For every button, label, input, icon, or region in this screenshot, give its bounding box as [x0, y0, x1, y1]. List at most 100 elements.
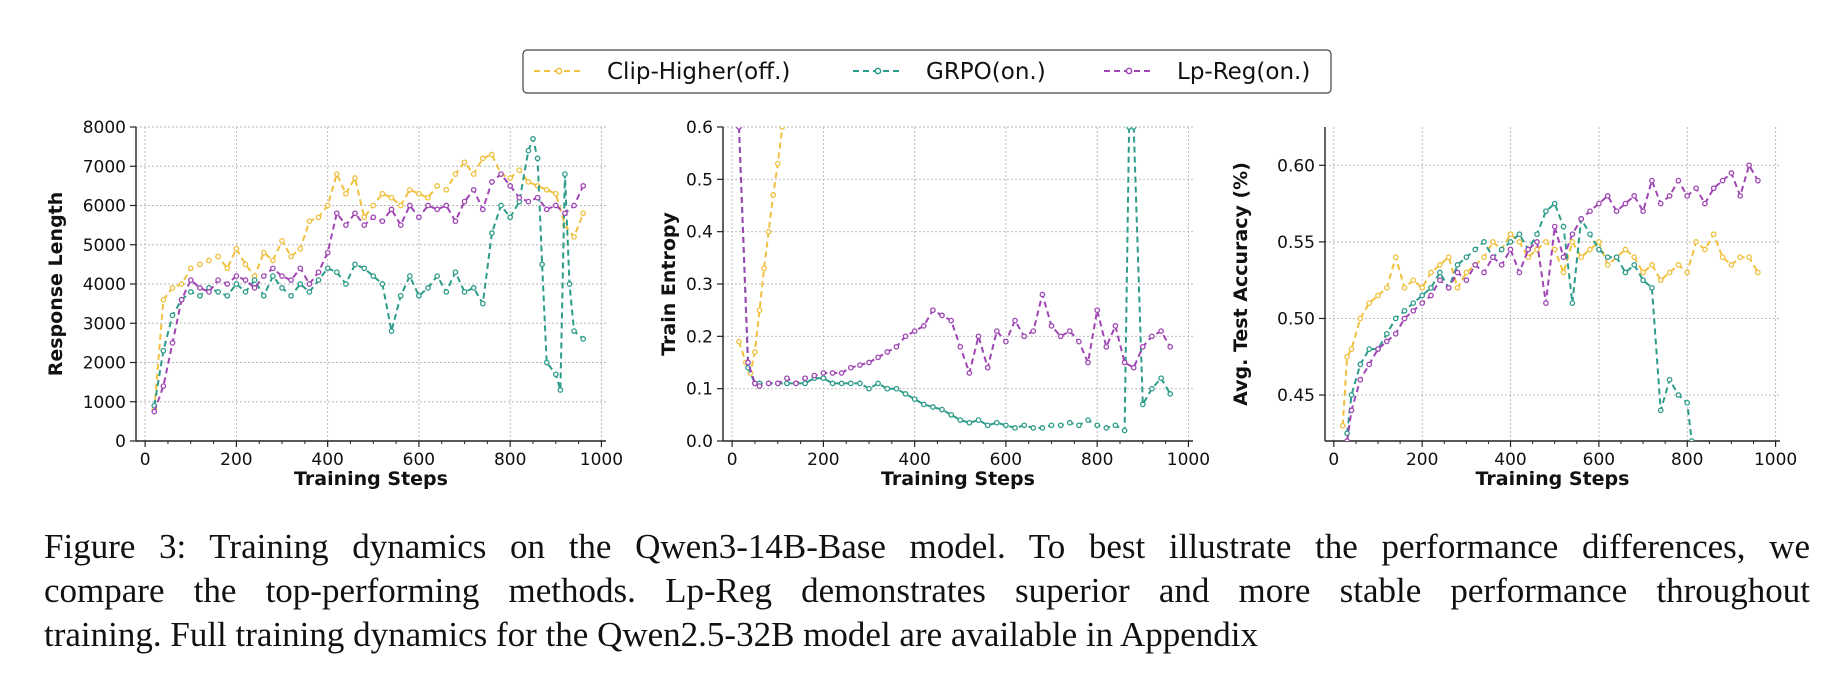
train-entropy-lp-reg-point [948, 317, 955, 324]
train-entropy-lp-reg-point [1057, 333, 1064, 340]
test-accuracy-grpo-point [1657, 407, 1664, 414]
test-accuracy-clip-higher-point [1666, 269, 1673, 276]
response-length-lp-reg-point [552, 202, 559, 209]
test-accuracy-clip-higher-point [1543, 239, 1549, 245]
test-accuracy-grpo-point [1596, 246, 1602, 253]
response-length-clip-higher-point [479, 155, 486, 162]
test-accuracy-clip-higher-point [1401, 284, 1408, 291]
response-length-grpo-point [224, 292, 231, 299]
response-length-grpo-point [489, 230, 495, 236]
train-entropy-grpo-point [1057, 422, 1064, 429]
legend-marker-lpreg [1125, 67, 1133, 75]
test-accuracy-clip-higher-point [1746, 254, 1752, 261]
test-accuracy-grpo-point [1463, 254, 1470, 261]
test-accuracy-grpo-point [1649, 284, 1655, 291]
response-length-grpo-point [452, 269, 459, 276]
response-length-lp-reg-point [242, 277, 249, 283]
response-length-grpo-point [498, 202, 504, 209]
train-entropy-lp-reg-point [802, 375, 808, 382]
response-length-lp-reg-point [452, 218, 459, 225]
response-length-clip-higher-point [388, 194, 395, 201]
response-length-lp-reg-point [571, 202, 577, 209]
test-accuracy-clip-higher-point [1684, 269, 1691, 276]
response-length-grpo-point [160, 347, 167, 354]
train-entropy-grpo-point [1158, 375, 1164, 382]
response-length-lp-reg-point [370, 214, 377, 221]
train-entropy-grpo-point [1126, 127, 1132, 130]
train-entropy-lp-reg-point [957, 343, 964, 350]
test-accuracy-x-tick-label: 0 [1328, 450, 1339, 470]
test-accuracy-grpo-point [1569, 300, 1576, 306]
train-entropy-grpo-point [948, 411, 955, 418]
legend-marker-clip [555, 67, 563, 75]
train-entropy-lp-reg-point [1030, 328, 1037, 334]
train-entropy-y-tick-label: 0.4 [686, 223, 713, 243]
test-accuracy-clip-higher-point [1702, 246, 1708, 253]
response-length-lp-reg-point [197, 285, 203, 291]
response-length-lp-reg-point [251, 285, 258, 291]
test-accuracy-clip-higher-point [1640, 269, 1646, 276]
test-accuracy-clip-higher-point [1596, 239, 1602, 245]
response-length-clip-higher-point [470, 171, 477, 177]
response-length-lp-reg-point [224, 281, 231, 287]
response-length-x-tick-label: 800 [494, 450, 526, 470]
test-accuracy-clip-higher-point [1490, 239, 1496, 245]
train-entropy-clip-higher-point [770, 192, 777, 198]
response-length-lp-reg-point [288, 277, 294, 283]
response-length-y-tick-label: 3000 [83, 314, 126, 334]
response-length-lp-reg-point [169, 340, 176, 346]
test-accuracy-x-tick-label: 200 [1406, 450, 1438, 470]
train-entropy-lp-reg-point [838, 370, 845, 376]
test-accuracy-grpo-point [1383, 330, 1390, 337]
response-length-lp-reg-point [443, 202, 450, 209]
train-entropy-grpo-point [1012, 425, 1018, 431]
response-length-y-tick-label: 5000 [83, 236, 126, 256]
test-accuracy-grpo-point [1428, 284, 1434, 291]
response-length-lp-reg-point [260, 273, 267, 279]
test-accuracy-clip-higher-point [1383, 284, 1390, 291]
train-entropy-lp-reg-point [1039, 291, 1046, 298]
test-accuracy-lp-reg-point [1481, 269, 1487, 276]
train-entropy-grpo-point [820, 375, 827, 382]
train-entropy-grpo-point [784, 380, 790, 387]
train-entropy-grpo-point [966, 419, 973, 426]
response-length-lp-reg-point [160, 383, 167, 389]
response-length-clip-higher-point [242, 261, 249, 268]
train-entropy-grpo-point [1039, 425, 1046, 431]
response-length-grpo-point [388, 328, 395, 334]
response-length-clip-higher-point [260, 249, 267, 256]
train-entropy-grpo-point [1003, 422, 1009, 429]
response-length-clip-higher-point [580, 210, 587, 217]
test-accuracy-x-tick-label: 800 [1671, 450, 1703, 470]
response-length-grpo-point [479, 300, 486, 307]
response-length-clip-higher-point [571, 234, 577, 240]
response-length-clip-higher-point [333, 171, 340, 177]
train-entropy-lp-reg-point [774, 380, 781, 387]
test-accuracy-grpo-point [1419, 292, 1426, 299]
train-entropy-y-tick-label: 0.2 [686, 327, 713, 347]
train-entropy-y-axis-label: Train Entropy [658, 212, 680, 356]
test-accuracy-grpo-point [1410, 300, 1417, 306]
test-accuracy-lp-reg-point [1445, 284, 1452, 291]
caption-line-2: compare the top-performing methods. Lp-R… [44, 571, 1810, 610]
response-length-panel: 0 200 400 600 800 1000 0 1000 2000 3000 4000 5000 60… [45, 118, 623, 490]
test-accuracy-lp-reg-point [1344, 438, 1350, 441]
train-entropy-lp-reg-point [1021, 333, 1028, 340]
train-entropy-lp-reg-point [847, 364, 854, 371]
response-length-lp-reg-point [187, 277, 194, 283]
train-entropy-clip-higher-point [756, 307, 763, 314]
test-accuracy-lp-reg-point [1392, 330, 1399, 337]
legend-label-clip: Clip-Higher(off.) [607, 59, 790, 85]
train-entropy-grpo-point [1149, 385, 1155, 392]
response-length-lp-reg-point [434, 206, 441, 213]
response-length-lp-reg-point [379, 218, 386, 225]
train-entropy-grpo-point [1103, 425, 1110, 431]
train-entropy-lp-reg-point [875, 354, 881, 361]
legend-marker-grpo [874, 67, 882, 75]
response-length-clip-higher-point [288, 253, 294, 260]
train-entropy-x-tick-label: 1000 [1167, 450, 1210, 470]
response-length-lp-reg-point [215, 277, 221, 283]
train-entropy-clip-higher-point [752, 349, 758, 355]
test-accuracy-clip-higher-point [1657, 277, 1664, 284]
test-accuracy-clip-higher-point [1344, 353, 1350, 360]
